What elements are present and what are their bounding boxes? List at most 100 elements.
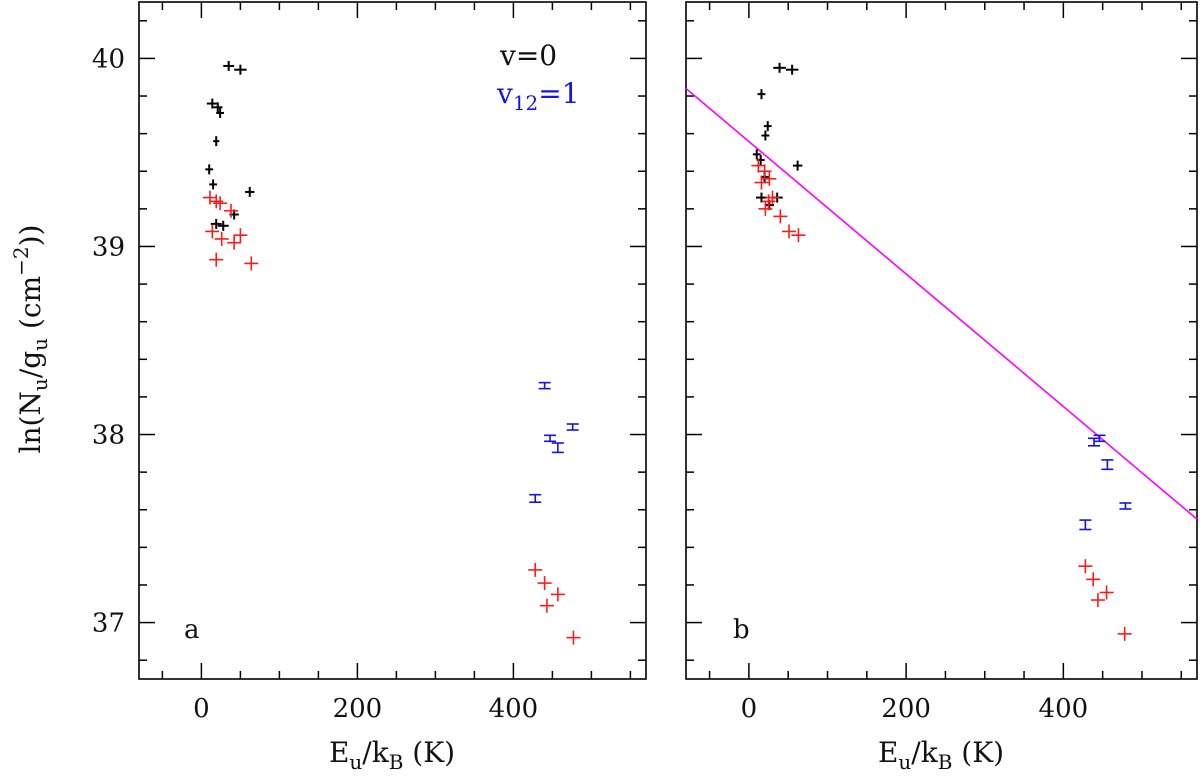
panel-a-ticks <box>139 2 646 679</box>
red-point <box>537 576 552 591</box>
y-tick-label: 39 <box>92 232 125 262</box>
red-point <box>1099 585 1114 600</box>
v0-point <box>761 130 770 141</box>
red-point <box>209 252 224 267</box>
y-tick-label: 37 <box>92 609 125 639</box>
red-point <box>227 235 242 250</box>
x-tick-label: 0 <box>741 694 758 724</box>
red-point <box>209 194 224 209</box>
v0-point <box>210 218 222 229</box>
panel-b-x-title: Eu/kB (K) <box>878 736 1004 774</box>
red-point <box>205 224 220 239</box>
red-point <box>244 256 259 271</box>
legend-v12-pre: v <box>496 77 513 110</box>
y-title-pre: ln(N <box>14 391 47 453</box>
panel-b: 0 200 400 b Eu/kB (K) <box>685 1 1198 774</box>
panel-b-frame <box>685 1 1198 680</box>
red-point <box>751 158 766 173</box>
v0-point <box>213 136 220 147</box>
v12-point <box>538 381 551 390</box>
red-point <box>781 224 796 239</box>
panel-b-fit <box>685 87 1198 520</box>
v0-point <box>792 160 803 171</box>
v0-point <box>216 107 225 118</box>
panel-a-tick-labels: 0 200 400 37 38 39 40 <box>92 44 538 724</box>
red-point <box>528 562 543 577</box>
legend-v12: v12=1 <box>496 77 580 115</box>
x-title-sub1-b: u <box>898 750 911 774</box>
legend: v=0 v12=1 <box>496 39 580 115</box>
red-point <box>566 630 581 645</box>
y-axis-title: ln(Nu/gu (cm−2)) <box>9 225 52 454</box>
v0-point <box>234 64 247 75</box>
v0-point <box>752 149 761 160</box>
y-tick-label: 38 <box>92 421 125 451</box>
v0-point <box>763 121 772 132</box>
svg-text:ln(Nu/gu (cm−2)): ln(Nu/gu (cm−2)) <box>9 225 52 454</box>
x-title-pre-b: E <box>878 736 898 769</box>
v0-point <box>245 186 255 197</box>
v0-point <box>209 179 217 190</box>
red-point <box>754 175 769 190</box>
panel-a-letter: a <box>184 615 200 645</box>
y-title-sub1: u <box>28 378 52 391</box>
red-point <box>1086 572 1101 587</box>
v12-point <box>1079 519 1092 531</box>
legend-v0: v=0 <box>499 39 557 72</box>
red-point <box>758 201 773 216</box>
y-title-sub2: u <box>28 338 52 351</box>
x-tick-label: 200 <box>881 694 931 724</box>
red-point <box>773 209 788 224</box>
v12-point <box>529 493 542 504</box>
x-title-mid-b: /k <box>911 736 938 769</box>
red-point <box>791 228 806 243</box>
red-point <box>757 164 772 179</box>
v0-point <box>206 98 218 109</box>
y-tick-label: 40 <box>92 44 125 74</box>
panel-b-tick-labels: 0 200 400 <box>741 694 1089 724</box>
v0-point <box>785 64 799 75</box>
v0-point <box>773 62 786 73</box>
red-point <box>224 203 239 218</box>
panel-a-points <box>202 60 581 645</box>
v0-point <box>205 164 214 175</box>
v0-point <box>213 102 223 113</box>
x-tick-label: 0 <box>193 694 210 724</box>
y-title-sup: −2 <box>9 246 33 275</box>
red-point <box>1090 593 1105 608</box>
panel-a-x-title: Eu/kB (K) <box>329 736 455 774</box>
red-point <box>550 587 565 602</box>
panel-a-frame <box>138 1 647 680</box>
x-title-post-b: (K) <box>952 736 1004 769</box>
v12-point <box>1119 502 1132 510</box>
red-point <box>213 196 228 211</box>
v12-point <box>551 442 564 454</box>
panel-b-letter: b <box>733 615 750 645</box>
x-title-mid: /k <box>362 736 389 769</box>
x-title-pre: E <box>329 736 349 769</box>
x-title-sub2-b: B <box>938 750 953 774</box>
red-point <box>202 190 217 205</box>
y-title-post2: )) <box>14 225 47 247</box>
red-point <box>214 231 229 246</box>
red-point <box>233 228 248 243</box>
y-title-post1: (cm <box>14 276 47 338</box>
v0-point <box>755 192 767 203</box>
red-point <box>762 171 777 186</box>
x-tick-label: 400 <box>489 694 539 724</box>
v12-point <box>1088 437 1101 447</box>
v0-point <box>217 220 229 231</box>
panel-a: 0 200 400 37 38 39 40 a v=0 v12=1 Eu/kB (K) <box>92 1 647 774</box>
y-title-mid: /g <box>14 351 47 378</box>
v0-point <box>223 60 235 71</box>
red-point <box>1117 626 1132 641</box>
v12-point <box>566 423 579 431</box>
red-point <box>539 598 554 613</box>
x-title-sub2: B <box>389 750 404 774</box>
v0-point <box>757 89 766 100</box>
red-point <box>1078 559 1093 574</box>
v12-point <box>544 434 557 443</box>
legend-v12-sub: 12 <box>513 91 538 115</box>
fit-line <box>685 87 1198 520</box>
